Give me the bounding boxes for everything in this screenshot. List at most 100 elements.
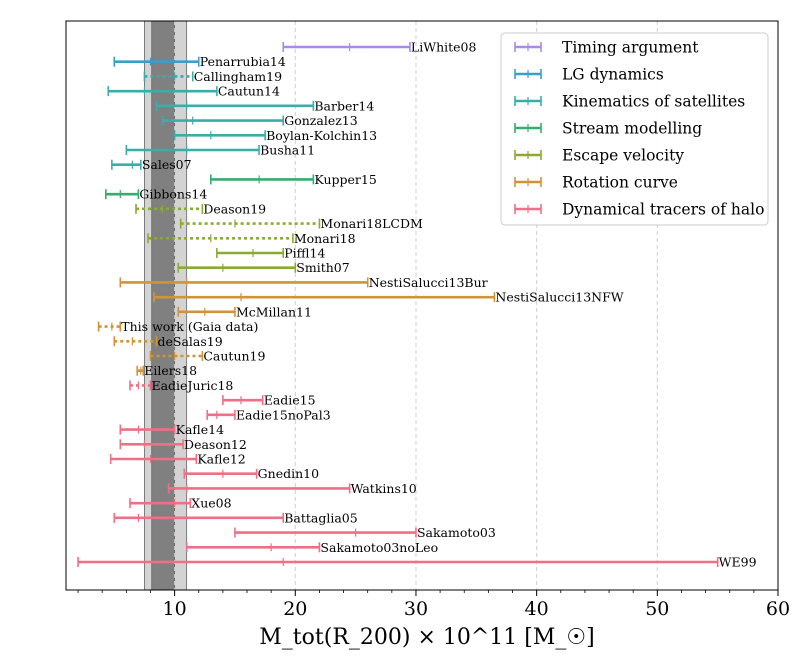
- interval-29: [183, 468, 258, 479]
- interval-27: [119, 439, 184, 450]
- mass-bands: [144, 20, 188, 591]
- interval-9: [210, 174, 315, 185]
- interval-label: Kupper15: [314, 172, 376, 187]
- legend-entry: Dynamical tracers of halo: [514, 201, 764, 219]
- interval-label: Deason19: [203, 201, 266, 216]
- x-axis-label: M_tot(R_200) × 10^11 [M_☉]: [259, 625, 594, 650]
- legend-entry: Kinematics of satellites: [514, 93, 745, 111]
- interval-label: Deason12: [184, 437, 247, 452]
- interval-16: [119, 277, 369, 288]
- interval-label: Barber14: [314, 98, 374, 113]
- interval-34: [185, 542, 321, 553]
- interval-26: [119, 424, 176, 435]
- interval-8: [111, 159, 142, 170]
- interval-4: [155, 100, 315, 111]
- interval-label: WE99: [719, 555, 757, 570]
- interval-label: Sakamoto03noLeo: [320, 540, 438, 555]
- legend-entry: Stream modelling: [514, 120, 702, 138]
- interval-label: Kafle14: [176, 422, 224, 437]
- interval-label: NestiSalucci13NFW: [495, 290, 623, 305]
- interval-label: Monari18: [294, 231, 356, 246]
- interval-35: [77, 557, 719, 567]
- interval-11: [135, 203, 204, 214]
- x-tick-label: 30: [404, 598, 428, 620]
- x-tick-label: 20: [283, 598, 307, 620]
- x-axis-ticks: 10 20 30 40 50 60: [77, 590, 790, 620]
- interval-label: Smith07: [296, 260, 349, 275]
- interval-12: [179, 218, 321, 229]
- legend-label: Kinematics of satellites: [562, 93, 745, 111]
- interval-0: [282, 42, 411, 52]
- interval-labels: LiWhite08Penarrubia14Callingham19Cautun1…: [121, 40, 756, 570]
- interval-1: [113, 56, 200, 67]
- interval-label: Callingham19: [194, 69, 282, 84]
- interval-21: [149, 351, 204, 361]
- interval-30: [167, 483, 351, 494]
- interval-label: Battaglia05: [284, 510, 358, 525]
- x-tick-label: 40: [525, 598, 549, 620]
- interval-33: [234, 527, 417, 538]
- legend-entry: Escape velocity: [514, 147, 684, 165]
- interval-label: Gonzalez13: [284, 113, 358, 128]
- legend-label: Escape velocity: [562, 147, 684, 165]
- interval-7: [125, 145, 260, 155]
- legend-label: Timing argument: [562, 39, 699, 57]
- legend-entry: LG dynamics: [514, 66, 664, 84]
- interval-label: Sakamoto03: [417, 525, 496, 540]
- interval-label: This work (Gaia data): [121, 319, 258, 334]
- interval-label: Sales07: [142, 157, 192, 172]
- legend-entry: Timing argument: [514, 39, 699, 57]
- interval-5: [161, 115, 285, 126]
- interval-label: Monari18LCDM: [320, 216, 423, 231]
- interval-label: Watkins10: [351, 481, 417, 496]
- interval-label: Eilers18: [144, 363, 197, 378]
- legend-entry: Rotation curve: [514, 174, 678, 192]
- interval-18: [177, 306, 236, 317]
- interval-3: [107, 86, 218, 97]
- interval-23: [129, 380, 152, 391]
- plot-frame: [65, 20, 779, 591]
- interval-22: [136, 365, 145, 376]
- interval-label: NestiSalucci13Bur: [369, 275, 488, 290]
- interval-label: Busha11: [260, 143, 315, 158]
- legend-label: Rotation curve: [562, 174, 678, 192]
- interval-label: Boylan-Kolchin13: [266, 128, 377, 143]
- interval-25: [206, 409, 236, 420]
- x-tick-label: 60: [766, 598, 790, 620]
- interval-14: [216, 248, 285, 258]
- interval-15: [177, 262, 297, 273]
- interval-label: deSalas19: [158, 334, 223, 349]
- interval-label: Piffl14: [284, 246, 325, 261]
- interval-label: Eadie15noPal3: [236, 407, 331, 422]
- interval-28: [109, 454, 198, 464]
- interval-2: [143, 71, 194, 82]
- interval-label: Xue08: [191, 496, 231, 511]
- x-tick-label: 10: [163, 598, 187, 620]
- interval-bars: [77, 42, 719, 567]
- legend-label: LG dynamics: [562, 66, 664, 84]
- interval-label: Eadie15: [264, 393, 316, 408]
- interval-24: [222, 395, 264, 406]
- interval-label: Gibbons14: [139, 187, 207, 202]
- interval-10: [105, 189, 140, 200]
- interval-19: [97, 321, 122, 332]
- interval-17: [153, 292, 496, 303]
- x-tick-label: 50: [645, 598, 669, 620]
- interval-20: [113, 336, 158, 347]
- legend-box: [500, 32, 769, 226]
- interval-6: [173, 130, 266, 141]
- legend-label: Stream modelling: [562, 120, 702, 138]
- interval-label: McMillan11: [236, 304, 312, 319]
- interval-label: Cautun14: [218, 84, 280, 99]
- interval-label: Penarrubia14: [200, 54, 286, 69]
- interval-label: LiWhite08: [411, 40, 477, 55]
- interval-label: Kafle12: [197, 452, 245, 467]
- legend-label: Dynamical tracers of halo: [562, 201, 764, 219]
- interval-13: [147, 233, 294, 244]
- interval-label: Cautun19: [203, 349, 265, 364]
- interval-label: EadieJuric18: [151, 378, 233, 393]
- legend: Timing argument LG dynamics Kinematics of …: [500, 32, 769, 226]
- interval-32: [113, 512, 285, 523]
- interval-label: Gnedin10: [258, 466, 319, 481]
